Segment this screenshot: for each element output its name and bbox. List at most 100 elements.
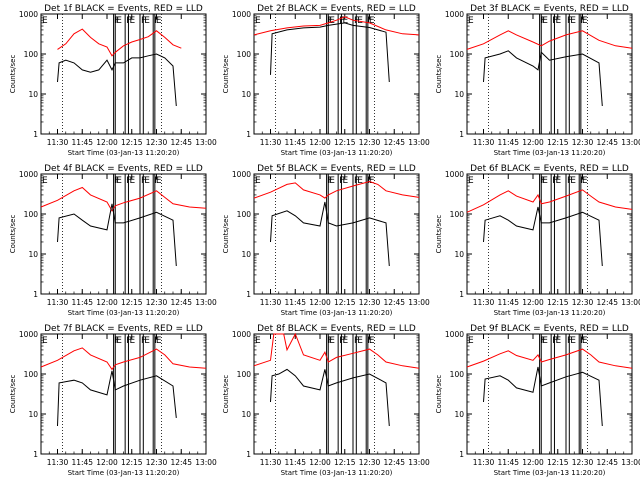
boundary-letter: E bbox=[129, 16, 135, 26]
x-tick-label: 12:45 bbox=[170, 138, 192, 147]
corner-letter: E bbox=[468, 176, 474, 186]
boundary-letter: F bbox=[580, 176, 585, 186]
boundary-letter: E bbox=[582, 16, 588, 26]
boundary-letter: F bbox=[367, 176, 372, 186]
boundary-letter: E bbox=[342, 336, 348, 346]
panel-title: Det 7f BLACK = Events, RED = LLD bbox=[44, 324, 203, 334]
lld-series-line bbox=[40, 186, 207, 212]
y-tick-label: 1000 bbox=[19, 330, 38, 339]
y-axis-label: Counts/sec bbox=[9, 215, 17, 254]
x-tick-label: 12:30 bbox=[572, 298, 594, 307]
events-series-line bbox=[57, 370, 177, 427]
y-axis-label: Counts/sec bbox=[435, 55, 443, 94]
x-tick-label: 12:15 bbox=[334, 298, 356, 307]
x-axis-label: Start Time (03-Jan-13 11:20:20) bbox=[494, 149, 606, 157]
x-tick-label: 11:45 bbox=[71, 138, 93, 147]
y-tick-label: 100 bbox=[450, 50, 465, 59]
y-tick-label: 10 bbox=[28, 90, 38, 99]
boundary-letter: F bbox=[541, 176, 546, 186]
y-tick-label: 100 bbox=[237, 50, 252, 59]
boundary-letter: F bbox=[154, 176, 159, 186]
x-tick-label: 11:45 bbox=[284, 458, 306, 467]
x-tick-label: 11:30 bbox=[47, 138, 69, 147]
x-tick-label: 12:00 bbox=[522, 138, 544, 147]
boundary-letter: E bbox=[116, 336, 122, 346]
panel-title: Det 1f BLACK = Events, RED = LLD bbox=[44, 4, 203, 14]
y-tick-label: 100 bbox=[24, 50, 39, 59]
y-tick-label: 1000 bbox=[232, 10, 251, 19]
chart-panel-6: Det 6f BLACK = Events, RED = LLD 1 10 100 10… bbox=[435, 164, 640, 317]
boundary-letter: E bbox=[369, 336, 375, 346]
events-series-line bbox=[57, 53, 177, 107]
y-axis-label: Counts/sec bbox=[435, 375, 443, 414]
y-tick-label: 1000 bbox=[232, 170, 251, 179]
x-tick-label: 12:45 bbox=[596, 458, 618, 467]
boundary-letter: E bbox=[570, 336, 576, 346]
boundary-letter: E bbox=[116, 176, 122, 186]
y-tick-label: 10 bbox=[454, 90, 464, 99]
x-tick-label: 12:15 bbox=[121, 298, 143, 307]
x-tick-label: 13:00 bbox=[621, 458, 640, 467]
panel-title: Det 8f BLACK = Events, RED = LLD bbox=[257, 324, 416, 334]
y-tick-label: 1000 bbox=[19, 10, 38, 19]
x-tick-label: 12:15 bbox=[121, 138, 143, 147]
chart-panel-2: Det 2f BLACK = Events, RED = LLD 1 10 100 10… bbox=[222, 4, 430, 157]
y-tick-label: 1 bbox=[246, 130, 251, 139]
y-tick-label: 1000 bbox=[445, 170, 464, 179]
y-tick-label: 10 bbox=[454, 250, 464, 259]
y-tick-label: 1 bbox=[33, 450, 38, 459]
x-tick-label: 11:45 bbox=[71, 458, 93, 467]
panel-title: Det 3f BLACK = Events, RED = LLD bbox=[470, 4, 629, 14]
y-tick-label: 1 bbox=[459, 130, 464, 139]
x-tick-label: 13:00 bbox=[195, 458, 217, 467]
events-series-line bbox=[483, 366, 603, 427]
x-tick-label: 13:00 bbox=[195, 298, 217, 307]
y-tick-label: 100 bbox=[237, 210, 252, 219]
y-tick-label: 1 bbox=[33, 290, 38, 299]
lld-series-line bbox=[466, 30, 633, 50]
x-tick-label: 12:30 bbox=[359, 298, 381, 307]
x-tick-label: 11:45 bbox=[497, 458, 519, 467]
boundary-letter: F bbox=[115, 16, 120, 26]
panel-title: Det 5f BLACK = Events, RED = LLD bbox=[257, 164, 416, 174]
boundary-letter: E bbox=[542, 176, 548, 186]
y-tick-label: 10 bbox=[28, 410, 38, 419]
boundary-letter: F bbox=[328, 16, 333, 26]
boundary-letter: E bbox=[144, 176, 150, 186]
lld-series-line bbox=[253, 180, 420, 199]
boundary-letter: E bbox=[369, 176, 375, 186]
x-axis-label: Start Time (03-Jan-13 11:20:20) bbox=[494, 469, 606, 477]
x-tick-label: 11:30 bbox=[260, 138, 282, 147]
y-tick-label: 100 bbox=[24, 210, 39, 219]
y-tick-label: 1000 bbox=[232, 330, 251, 339]
events-series-line bbox=[270, 368, 390, 427]
x-tick-label: 12:45 bbox=[383, 138, 405, 147]
boundary-letter: E bbox=[555, 16, 561, 26]
x-tick-label: 12:30 bbox=[572, 138, 594, 147]
corner-letter: E bbox=[42, 336, 48, 346]
boundary-letter: F bbox=[367, 16, 372, 26]
x-tick-label: 12:15 bbox=[121, 458, 143, 467]
y-axis-label: Counts/sec bbox=[435, 215, 443, 254]
boundary-letter: E bbox=[342, 176, 348, 186]
x-axis-label: Start Time (03-Jan-13 11:20:20) bbox=[281, 469, 393, 477]
boundary-letter: F bbox=[328, 176, 333, 186]
corner-letter: E bbox=[255, 16, 261, 26]
x-tick-label: 13:00 bbox=[408, 298, 430, 307]
x-tick-label: 11:30 bbox=[473, 298, 495, 307]
corner-letter: E bbox=[255, 176, 261, 186]
x-tick-label: 11:45 bbox=[284, 298, 306, 307]
y-tick-label: 1 bbox=[246, 450, 251, 459]
x-tick-label: 12:45 bbox=[383, 458, 405, 467]
corner-letter: E bbox=[42, 16, 48, 26]
corner-letter: E bbox=[42, 176, 48, 186]
x-axis-label: Start Time (03-Jan-13 11:20:20) bbox=[281, 309, 393, 317]
x-tick-label: 13:00 bbox=[621, 298, 640, 307]
x-tick-label: 11:45 bbox=[497, 298, 519, 307]
lld-series-line bbox=[466, 189, 633, 213]
boundary-letter: F bbox=[115, 176, 120, 186]
corner-letter: E bbox=[468, 16, 474, 26]
boundary-letter: E bbox=[357, 176, 363, 186]
boundary-letter: E bbox=[329, 336, 335, 346]
